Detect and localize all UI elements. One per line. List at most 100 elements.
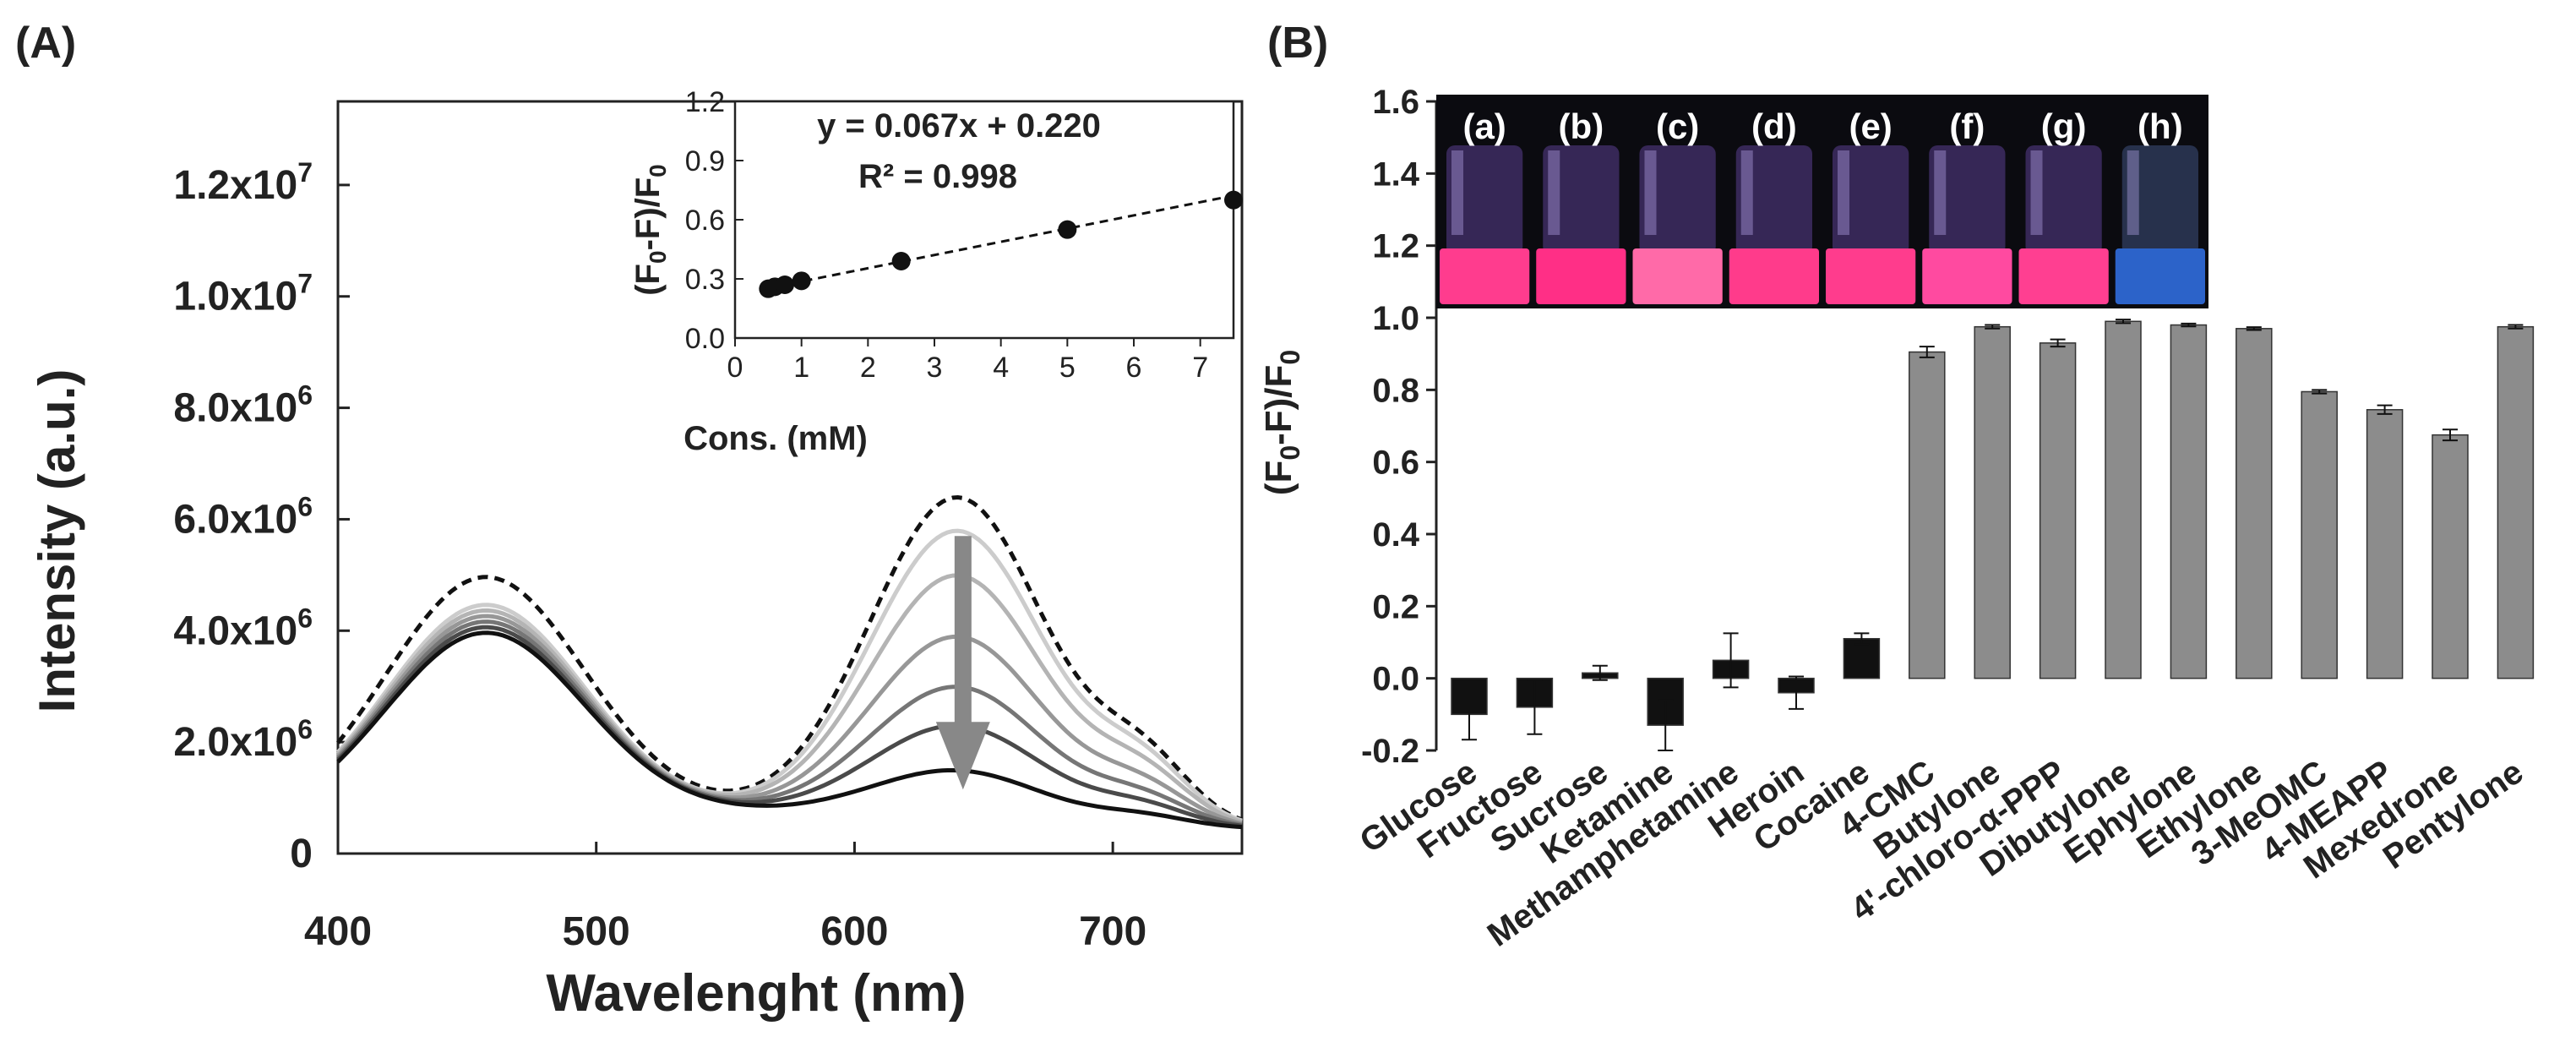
inset-data-point	[1224, 190, 1243, 210]
inset-x-tick-label: 6	[1126, 352, 1142, 384]
bar-4-cmc	[1909, 351, 1946, 679]
panel-a-quench-arrow	[935, 536, 990, 790]
vial-label: (b)	[1559, 106, 1604, 146]
inset-y-tick-label: 0.0	[685, 323, 725, 355]
y-tick-label: 1.2	[1372, 228, 1419, 265]
y-tick-label: -0.2	[1361, 733, 1419, 770]
vial-glass	[1446, 145, 1523, 255]
bar-ethylone	[2236, 328, 2273, 679]
y-tick-label: 0	[290, 832, 313, 876]
inset-x-tick-label: 0	[727, 352, 743, 384]
vial-liquid	[1922, 248, 2012, 304]
vial-label: (a)	[1462, 106, 1506, 146]
inset-x-tick-label: 5	[1059, 352, 1076, 384]
panel-a-y-ticks: 0 2.0x106 4.0x106 6.0x106 8.0x106 1.0x107 1.2x…	[173, 157, 350, 876]
y-tick-label: 0.8	[1372, 372, 1419, 409]
y-tick-label: 0.0	[1372, 661, 1419, 698]
panel-a-spectra-chart: (A) 0 2.0x106 4.0x106 6.0x106 8.0x106 1.0x107…	[15, 19, 1244, 1023]
vial-glass	[1735, 145, 1812, 255]
inset-r-squared: R² = 0.998	[858, 158, 1017, 195]
bar-butylone	[1974, 325, 2011, 679]
spectrum-line-c4	[336, 619, 1243, 827]
inset-data-point	[776, 276, 794, 294]
vial-label: (g)	[2041, 106, 2087, 146]
y-tick-label: 0.2	[1372, 588, 1419, 625]
vial-liquid	[1729, 248, 1819, 304]
vial-highlight	[1740, 150, 1753, 235]
inset-y-ticks: 0.0 0.3 0.6 0.9 1.2	[685, 86, 743, 355]
y-tick-label: 0.6	[1372, 445, 1419, 482]
vial-label: (d)	[1751, 106, 1797, 146]
vials-photo: (a) (b) (c) (d) (e) (f) (g) (h)	[1436, 95, 2208, 308]
x-tick-label: 700	[1079, 909, 1146, 954]
inset-y-tick-label: 0.6	[685, 205, 725, 237]
panel-b-error-bars	[1462, 319, 2524, 751]
inset-frame	[733, 100, 1235, 340]
y-tick-label: 1.2x107	[173, 157, 313, 208]
inset-x-tick-label: 1	[793, 352, 809, 384]
panel-a-x-ticks: 400 500 600 700	[304, 842, 1146, 954]
spectrum-line-c3	[336, 614, 1243, 826]
y-tick-label: 2.0x106	[173, 714, 313, 765]
inset-equation: y = 0.067x + 0.220	[817, 107, 1101, 145]
bar-4-chloro-ppp	[2039, 342, 2077, 679]
bar-4-meapp	[2366, 409, 2404, 679]
inset-data-point	[1058, 220, 1077, 239]
inset-x-tick-label: 2	[860, 352, 876, 384]
inset-x-axis-label: Cons. (mM)	[683, 420, 868, 457]
vial-label: (f)	[1949, 106, 1985, 146]
vial-highlight	[1838, 150, 1849, 235]
spectrum-line-c6	[336, 630, 1243, 830]
vial-glass	[2121, 145, 2198, 255]
y-tick-label: 8.0x106	[173, 380, 313, 431]
vial-highlight	[1451, 150, 1463, 235]
spectrum-line-c5	[336, 625, 1243, 828]
vial-label: (h)	[2138, 106, 2183, 146]
inset-calibration-chart: 0.0 0.3 0.6 0.9 1.2 0 1 2 3 4 5 6 7 y = 0.067x + 0.…	[629, 86, 1243, 457]
vial-liquid	[1440, 248, 1530, 304]
spectrum-line-c1	[336, 528, 1243, 823]
x-tick-label: 500	[563, 909, 630, 954]
arrow-head	[935, 722, 990, 790]
inset-axes	[733, 100, 1235, 340]
vial-label: (c)	[1656, 106, 1699, 146]
y-tick-label: 1.4	[1372, 155, 1419, 193]
panel-b-y-ticks: -0.2 0.0 0.2 0.4 0.6 0.8 1.0 1.2 1.4 1.6	[1361, 84, 1436, 770]
panel-b-category-labels: GlucoseFructoseSucroseKetamineMethamphet…	[1353, 753, 2530, 953]
panel-a-x-axis-label: Wavelenght (nm)	[546, 964, 966, 1023]
spectrum-line-c2	[336, 573, 1243, 824]
inset-x-ticks: 0 1 2 3 4 5 6 7	[727, 338, 1208, 384]
y-tick-label: 1.6	[1372, 84, 1419, 121]
bar-mexedrone	[2432, 434, 2469, 679]
bar-3-meomc	[2301, 390, 2338, 679]
y-tick-label: 1.0	[1372, 300, 1419, 337]
panel-a-series	[336, 494, 1243, 830]
spectrum-line-blank	[336, 494, 1243, 822]
vial-highlight	[1934, 150, 1947, 235]
vial-highlight	[1548, 150, 1560, 235]
inset-y-tick-label: 0.3	[685, 264, 725, 296]
vial-liquid	[1536, 248, 1626, 304]
bar-cocaine	[1843, 637, 1881, 679]
inset-points	[759, 190, 1243, 298]
panel-b-y-axis-label: (F0-F)/F0	[1258, 350, 1305, 495]
panel-b-bars	[1451, 320, 2535, 726]
y-tick-label: 1.0x107	[173, 269, 313, 319]
inset-fit-line	[761, 194, 1234, 291]
vial-glass	[1833, 145, 1909, 255]
bar-pentylone	[2497, 325, 2535, 679]
x-tick-label: 600	[820, 909, 888, 954]
y-tick-label: 4.0x106	[173, 603, 313, 653]
inset-y-tick-label: 0.9	[685, 145, 725, 177]
inset-data-point	[891, 252, 911, 270]
vial-glass	[1543, 145, 1620, 255]
panel-a-label: (A)	[15, 19, 76, 68]
vial-highlight	[1644, 150, 1657, 235]
vial-glass	[1929, 145, 2006, 255]
vial-liquid	[1826, 248, 1916, 304]
vial-liquid	[2018, 248, 2109, 304]
y-tick-label: 6.0x106	[173, 491, 313, 542]
vial-highlight	[2127, 150, 2139, 235]
vial-glass	[2025, 145, 2102, 255]
